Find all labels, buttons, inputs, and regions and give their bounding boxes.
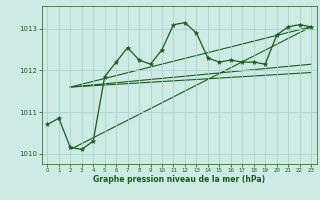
X-axis label: Graphe pression niveau de la mer (hPa): Graphe pression niveau de la mer (hPa)	[93, 175, 265, 184]
